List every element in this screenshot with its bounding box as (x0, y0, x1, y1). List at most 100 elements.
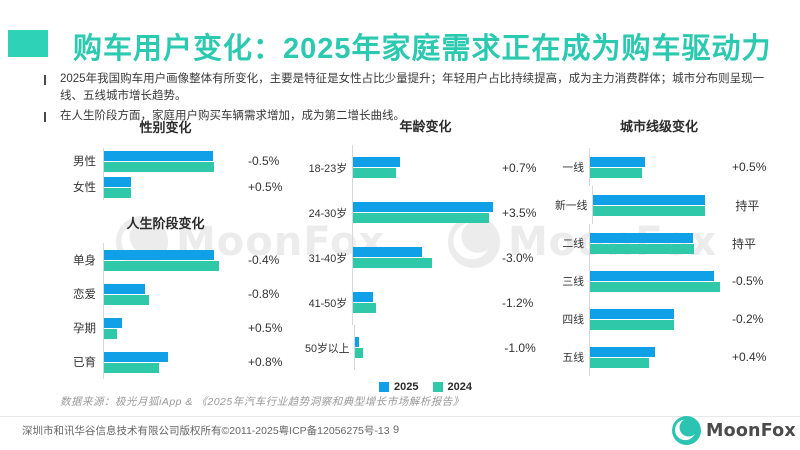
category-label: 31-40岁 (308, 252, 347, 265)
bar-2025 (590, 346, 656, 357)
bar-group (103, 243, 228, 277)
page-number: 9 (393, 424, 400, 436)
bar-2025 (355, 337, 360, 347)
bullet-marker (44, 75, 46, 85)
bar-group (589, 300, 729, 338)
moonfox-logo-icon (672, 416, 701, 445)
change-label: +0.7% (502, 160, 537, 175)
bar-2025 (590, 308, 675, 319)
bar-group (354, 325, 501, 370)
bar-row-18-23岁: 18-23岁 +0.7% (305, 145, 553, 190)
chart-legend: 2025 2024 (352, 381, 499, 393)
bar-row-31-40岁: 31-40岁 -3.0% (305, 235, 553, 280)
bullet-text: 2025年我国购车用户画像整体有所变化，主要是特征是女性占比少量提升；年轻用户占… (60, 73, 765, 102)
bar-2025 (590, 156, 646, 167)
copyright-text: 深圳市和讯华谷信息技术有限公司版权所有©2011-2025粤ICP备120562… (22, 425, 390, 437)
bullet-marker (44, 112, 46, 122)
chart-rows: 18-23岁 +0.7% 24-30岁 +3.5% 31-40岁 -3.0% 41-50岁 -… (305, 145, 553, 370)
change-label: -0.8% (248, 287, 280, 301)
bar-group (352, 145, 499, 190)
legend-label: 2025 (394, 381, 419, 393)
bar-2025 (590, 270, 714, 281)
legend-item-2024: 2024 (432, 381, 472, 393)
legend-item-2025: 2025 (379, 381, 419, 393)
category-label: 二线 (562, 238, 584, 250)
category-label: 三线 (562, 276, 584, 288)
bar-2024 (104, 362, 159, 373)
chart-gender: 性别变化 男性 -0.5% 女性 +0.5% (60, 113, 300, 200)
bar-group (589, 148, 729, 186)
bar-group (589, 338, 729, 376)
bar-group (352, 280, 499, 325)
bar-2025 (104, 351, 168, 362)
bar-2024 (104, 328, 117, 339)
chart-title: 性别变化 (139, 120, 192, 135)
category-label: 50岁以上 (305, 342, 350, 355)
category-label: 女性 (73, 182, 96, 194)
bar-2025 (590, 232, 694, 243)
bar-row-三线: 三线 -0.5% (555, 262, 800, 300)
bar-row-孕期: 孕期 +0.5% (60, 311, 300, 345)
bullet-item: 2025年我国购车用户画像整体有所变化，主要是特征是女性占比少量提升；年轻用户占… (44, 71, 772, 105)
chart-life-stage: 人生阶段变化 单身 -0.4% 恋爱 -0.8% 孕期 +0.5% 已育 +0.8% (60, 205, 300, 379)
category-label: 一线 (562, 162, 584, 174)
bar-group (592, 186, 732, 224)
bar-2025 (353, 292, 373, 302)
change-label: +0.5% (248, 180, 283, 194)
bar-row-一线: 一线 +0.5% (555, 148, 800, 186)
bar-2024 (104, 187, 131, 198)
bar-2024 (355, 348, 364, 358)
chart-age: 年龄变化 18-23岁 +0.7% 24-30岁 +3.5% 31-40岁 -3.0% 41… (305, 112, 553, 393)
bar-2024 (104, 260, 219, 271)
bar-row-50岁以上: 50岁以上 -1.0% (305, 325, 553, 370)
data-source-note: 数据来源：极光月狐iApp & 《2025年汽车行业趋势洞察和典型增长市场解析报… (60, 396, 464, 408)
change-label: 持平 (732, 236, 757, 251)
title-accent-block (8, 30, 48, 57)
bar-row-男性: 男性 -0.5% (60, 148, 300, 174)
bar-group (103, 148, 228, 174)
chart-title: 人生阶段变化 (126, 216, 205, 231)
bar-group (352, 190, 499, 235)
change-label: +3.5% (502, 205, 537, 220)
category-label: 41-50岁 (308, 297, 347, 310)
bar-group (103, 174, 228, 200)
footer-divider (0, 416, 800, 417)
bar-2024 (353, 168, 396, 178)
bar-2024 (590, 167, 642, 178)
bar-2025 (593, 194, 705, 205)
legend-label: 2024 (447, 381, 472, 393)
change-label: -1.2% (502, 295, 534, 310)
bar-2024 (590, 243, 694, 254)
bar-row-五线: 五线 +0.4% (555, 338, 800, 376)
bar-group (352, 235, 499, 280)
bar-2024 (590, 357, 649, 368)
category-label: 四线 (562, 314, 584, 326)
bar-row-已育: 已育 +0.8% (60, 345, 300, 379)
change-label: -0.5% (732, 274, 764, 288)
bar-row-恋爱: 恋爱 -0.8% (60, 277, 300, 311)
summary-bullets: 2025年我国购车用户画像整体有所变化，主要是特征是女性占比少量提升；年轻用户占… (44, 71, 772, 128)
bar-2025 (104, 249, 214, 260)
category-label: 单身 (73, 255, 96, 267)
bar-2025 (104, 317, 122, 328)
bar-row-新一线: 新一线 持平 (555, 186, 800, 224)
bar-group (589, 224, 729, 262)
legend-swatch-2025 (379, 382, 390, 392)
bar-2024 (590, 319, 675, 330)
chart-title: 城市线级变化 (619, 119, 698, 134)
bar-2025 (353, 202, 494, 212)
moonfox-logo-text: MoonFox (706, 420, 796, 441)
change-label: -0.2% (732, 312, 764, 326)
bar-row-女性: 女性 +0.5% (60, 174, 300, 200)
bar-row-二线: 二线 持平 (555, 224, 800, 262)
change-label: +0.8% (248, 355, 283, 369)
category-label: 24-30岁 (308, 207, 347, 220)
bar-2025 (353, 247, 422, 257)
bar-2025 (104, 176, 132, 187)
bar-2024 (590, 281, 721, 292)
bar-2025 (353, 157, 400, 167)
change-label: -3.0% (502, 250, 534, 265)
bar-group (103, 345, 228, 379)
category-label: 新一线 (555, 200, 588, 212)
bar-2025 (104, 150, 213, 161)
